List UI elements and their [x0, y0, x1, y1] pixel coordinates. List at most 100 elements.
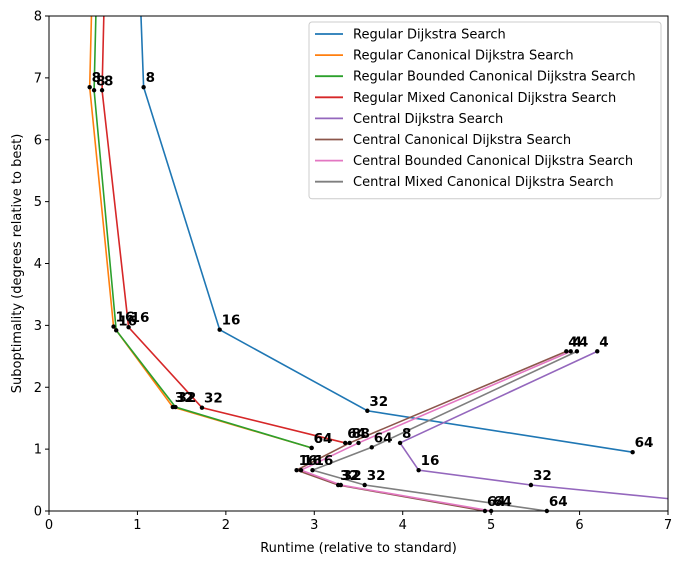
legend-item: Central Dijkstra Search — [315, 112, 503, 127]
legend-item: Regular Canonical Dijkstra Search — [315, 49, 574, 64]
point-marker — [343, 440, 348, 446]
point-label: 64 — [314, 431, 333, 447]
point-marker — [199, 405, 205, 410]
legend-item: Central Mixed Canonical Dijkstra Search — [315, 175, 614, 190]
series-line-1 — [88, 16, 312, 449]
point-marker — [356, 440, 361, 446]
y-axis: 0 1 2 3 4 5 6 7 8 — [34, 10, 49, 520]
point-marker — [397, 440, 403, 446]
point-label: 4 — [568, 334, 577, 350]
legend-label: Regular Mixed Canonical Dijkstra Search — [353, 91, 616, 106]
y-tick-label: 3 — [34, 319, 42, 334]
point-marker — [347, 440, 352, 446]
point-marker — [111, 324, 116, 329]
point-marker — [362, 482, 367, 488]
y-axis-label: Suboptimality (degrees relative to best) — [10, 134, 25, 394]
point-label: 32 — [367, 468, 386, 484]
point-marker — [416, 467, 421, 473]
point-label: 64 — [314, 431, 333, 447]
legend-label: Central Bounded Canonical Dijkstra Searc… — [353, 154, 633, 169]
legend-item: Central Canonical Dijkstra Search — [315, 133, 571, 148]
x-tick-label: 5 — [487, 518, 495, 533]
x-axis: 0 1 2 3 4 5 6 7 — [45, 511, 672, 533]
point-label: 32 — [175, 390, 194, 406]
point-label: 8 — [361, 426, 370, 442]
y-tick-label: 1 — [34, 443, 42, 458]
point-marker — [338, 482, 344, 488]
point-marker — [114, 328, 119, 333]
point-label: 8 — [92, 70, 101, 86]
point-marker — [369, 445, 374, 450]
point-marker — [298, 467, 304, 473]
point-marker — [595, 349, 600, 354]
point-label: 64 — [549, 494, 568, 510]
point-marker — [630, 450, 635, 455]
point-marker — [564, 349, 569, 354]
point-label: 8 — [402, 426, 411, 442]
point-label: 16 — [299, 453, 318, 469]
y-tick-label: 4 — [34, 257, 42, 272]
y-tick-label: 7 — [34, 71, 42, 86]
y-tick-label: 2 — [34, 381, 42, 396]
series-line-2 — [93, 16, 312, 449]
point-label: 8 — [146, 70, 155, 86]
point-label: 16 — [222, 313, 241, 329]
legend-label: Central Mixed Canonical Dijkstra Search — [353, 175, 614, 190]
point-label: 16 — [315, 453, 334, 469]
point-marker — [217, 327, 222, 332]
x-axis-label: Runtime (relative to standard) — [260, 541, 457, 556]
point-label: 8 — [96, 73, 105, 89]
point-marker — [365, 408, 370, 413]
x-tick-label: 0 — [45, 518, 53, 533]
x-tick-label: 1 — [133, 518, 141, 533]
point-marker — [528, 482, 534, 488]
point-label: 64 — [374, 430, 393, 446]
point-label: 4 — [573, 334, 582, 350]
point-label: 64 — [487, 494, 506, 510]
point-marker — [126, 325, 131, 330]
point-label: 16 — [116, 310, 135, 326]
point-label: 8 — [104, 73, 113, 89]
point-marker — [294, 467, 299, 473]
legend-label: Regular Canonical Dijkstra Search — [353, 49, 574, 64]
x-tick-label: 2 — [222, 518, 230, 533]
point-label: 16 — [118, 313, 137, 329]
legend: Regular Dijkstra Search Regular Canonical… — [308, 21, 662, 200]
point-labels: 8163264816326481632648163264481632481632… — [92, 70, 654, 510]
y-tick-label: 6 — [34, 133, 42, 148]
point-marker — [91, 88, 97, 93]
point-marker — [309, 445, 314, 451]
legend-item: Regular Mixed Canonical Dijkstra Search — [315, 91, 616, 106]
point-label: 64 — [635, 435, 654, 451]
x-tick-label: 3 — [310, 518, 318, 533]
point-label: 32 — [177, 390, 196, 406]
point-label: 8 — [352, 426, 361, 442]
point-label: 32 — [204, 391, 223, 407]
legend-box — [308, 21, 662, 200]
point-marker — [99, 88, 105, 93]
y-tick-label: 5 — [34, 195, 42, 210]
point-markers — [87, 84, 635, 514]
point-label: 4 — [579, 334, 588, 350]
point-marker — [574, 349, 580, 354]
legend-label: Central Canonical Dijkstra Search — [353, 133, 571, 148]
point-label: 64 — [493, 494, 512, 510]
legend-label: Central Dijkstra Search — [353, 112, 503, 127]
x-tick-label: 7 — [664, 518, 672, 533]
x-tick-label: 4 — [399, 518, 407, 533]
legend-item: Regular Bounded Canonical Dijkstra Searc… — [315, 70, 636, 85]
point-label: 32 — [340, 468, 359, 484]
point-marker — [568, 349, 573, 354]
point-marker — [87, 84, 92, 90]
point-label: 4 — [599, 334, 608, 350]
point-label: 16 — [131, 310, 150, 326]
point-label: 64 — [347, 426, 366, 442]
legend-item: Central Bounded Canonical Dijkstra Searc… — [315, 154, 633, 169]
x-tick-label: 6 — [575, 518, 583, 533]
y-tick-label: 0 — [34, 505, 42, 520]
point-label: 32 — [369, 394, 388, 410]
legend-item: Regular Dijkstra Search — [315, 28, 506, 43]
point-label: 32 — [343, 468, 362, 484]
y-tick-label: 8 — [34, 10, 42, 25]
